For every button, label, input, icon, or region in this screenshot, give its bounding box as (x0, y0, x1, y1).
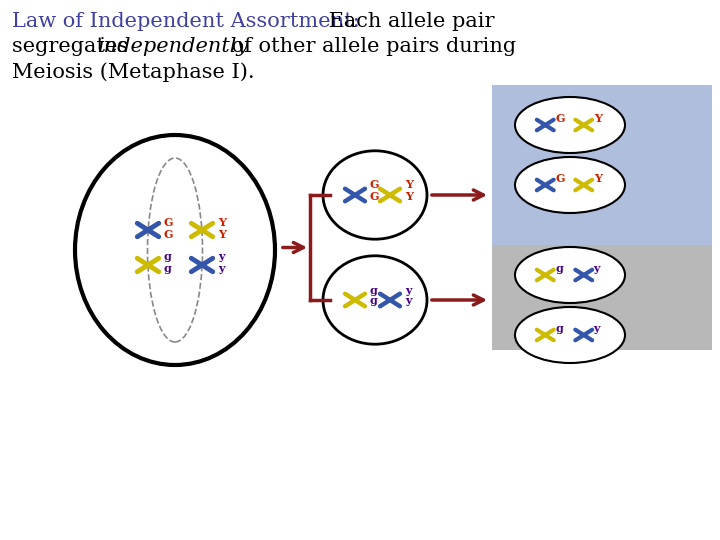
Text: g: g (164, 264, 172, 274)
Ellipse shape (515, 307, 625, 363)
Text: Y: Y (405, 191, 413, 201)
Text: g: g (164, 252, 172, 262)
FancyBboxPatch shape (492, 245, 712, 350)
Ellipse shape (323, 256, 427, 344)
Ellipse shape (515, 97, 625, 153)
Text: Y: Y (405, 179, 413, 191)
Text: Y: Y (218, 228, 226, 240)
Text: y: y (218, 252, 225, 262)
Ellipse shape (515, 247, 625, 303)
Text: Y: Y (594, 173, 602, 185)
Ellipse shape (323, 151, 427, 239)
FancyBboxPatch shape (492, 85, 712, 245)
Text: G: G (164, 228, 174, 240)
Text: independently: independently (98, 37, 249, 56)
Text: Y: Y (218, 217, 226, 227)
Text: g: g (370, 295, 378, 307)
Text: y: y (594, 323, 600, 334)
Text: segregates: segregates (12, 37, 135, 56)
Text: Meiosis (Metaphase I).: Meiosis (Metaphase I). (12, 62, 255, 82)
Text: y: y (594, 264, 600, 274)
Text: g: g (555, 323, 563, 334)
Text: of other allele pairs during: of other allele pairs during (225, 37, 516, 56)
Text: G: G (555, 173, 564, 185)
Text: g: g (555, 264, 563, 274)
Text: G: G (164, 217, 174, 227)
Text: Law of Independent Assortment:: Law of Independent Assortment: (12, 12, 360, 31)
Text: Y: Y (594, 113, 602, 125)
Text: y: y (405, 285, 412, 295)
Text: G: G (370, 191, 379, 201)
Text: Each allele pair: Each allele pair (322, 12, 495, 31)
Text: y: y (218, 264, 225, 274)
Text: g: g (370, 285, 378, 295)
Text: G: G (370, 179, 379, 191)
Ellipse shape (515, 157, 625, 213)
Ellipse shape (75, 135, 275, 365)
Text: G: G (555, 113, 564, 125)
Text: y: y (405, 295, 412, 307)
